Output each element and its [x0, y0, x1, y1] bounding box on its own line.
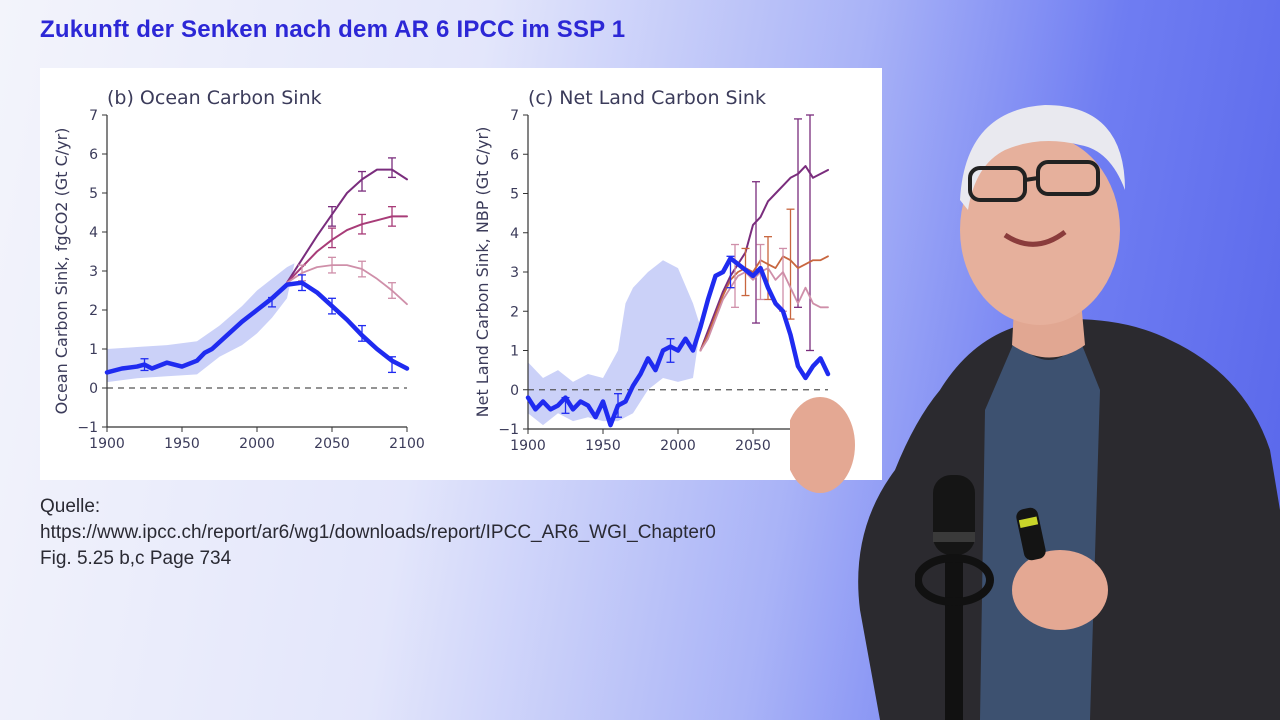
uncertainty-band	[107, 263, 295, 383]
series-line-scenario_orange	[699, 255, 829, 352]
x-tick-label: 1950	[164, 436, 200, 452]
figure-reference: Fig. 5.25 b,c Page 734	[40, 548, 232, 569]
uncertainty-band	[528, 260, 701, 426]
x-tick-label: 2050	[735, 438, 771, 454]
y-tick-label: 6	[89, 147, 98, 163]
figure-panel: (b) Ocean Carbon Sink −1 0 1 2 3 4 5 6 7 1900 1950 2…	[40, 68, 882, 480]
y-tick-label: −1	[77, 420, 98, 436]
chart-title: (b) Ocean Carbon Sink	[107, 87, 322, 109]
series-line-scenario_dark	[286, 168, 408, 284]
y-tick-label: 0	[510, 383, 519, 399]
y-tick-label: 6	[510, 147, 519, 163]
y-tick-label: 3	[510, 265, 519, 281]
y-tick-label: −1	[498, 422, 519, 438]
y-tick-label: 4	[510, 226, 519, 242]
series-line-scenario_dark	[699, 165, 829, 352]
y-tick-label: 5	[510, 187, 519, 203]
chart-ocean-sink: (b) Ocean Carbon Sink −1 0 1 2 3 4 5 6 7 1900 1950 2…	[52, 87, 425, 452]
microphone-image	[915, 475, 994, 720]
x-tick-label: 1900	[510, 438, 546, 454]
carbon-sink-charts: (b) Ocean Carbon Sink −1 0 1 2 3 4 5 6 7 1900 1950 2…	[52, 87, 831, 454]
y-axis-label: Net Land Carbon Sink, NBP (Gt C/yr)	[473, 127, 492, 418]
y-tick-label: 2	[510, 304, 519, 320]
source-block: Quelle: https://www.ipcc.ch/report/ar6/w…	[40, 494, 716, 572]
y-tick-label: 5	[89, 186, 98, 202]
y-tick-label: 2	[89, 303, 98, 319]
y-tick-label: 7	[89, 108, 98, 124]
source-label: Quelle:	[40, 496, 101, 517]
slide-title: Zukunft der Senken nach dem AR 6 IPCC im…	[40, 16, 626, 43]
series-line-scenario_light	[286, 264, 408, 306]
series-line-scenario_light	[699, 267, 829, 352]
series-line-scenario_mid	[286, 215, 408, 284]
chart-land-sink: (c) Net Land Carbon Sink −1 0 1 2 3 4 5 6 7 1900 19…	[473, 87, 831, 454]
y-tick-label: 7	[510, 108, 519, 124]
y-tick-label: 1	[89, 342, 98, 358]
presenter-image	[790, 105, 1280, 720]
x-tick-label: 1950	[585, 438, 621, 454]
y-tick-label: 0	[89, 381, 98, 397]
y-tick-label: 4	[89, 225, 98, 241]
x-tick-label: 2000	[239, 436, 275, 452]
y-tick-label: 1	[510, 344, 519, 360]
series-line-historical	[104, 280, 410, 375]
x-tick-label: 2000	[660, 438, 696, 454]
y-tick-label: 3	[89, 264, 98, 280]
x-tick-label: 2100	[389, 436, 425, 452]
x-tick-label: 2050	[314, 436, 350, 452]
y-axis-label: Ocean Carbon Sink, fgCO2 (Gt C/yr)	[52, 128, 71, 415]
chart-title: (c) Net Land Carbon Sink	[528, 87, 766, 109]
series-line-historical	[525, 256, 831, 428]
source-url[interactable]: https://www.ipcc.ch/report/ar6/wg1/downl…	[40, 522, 716, 543]
x-tick-label: 1900	[89, 436, 125, 452]
